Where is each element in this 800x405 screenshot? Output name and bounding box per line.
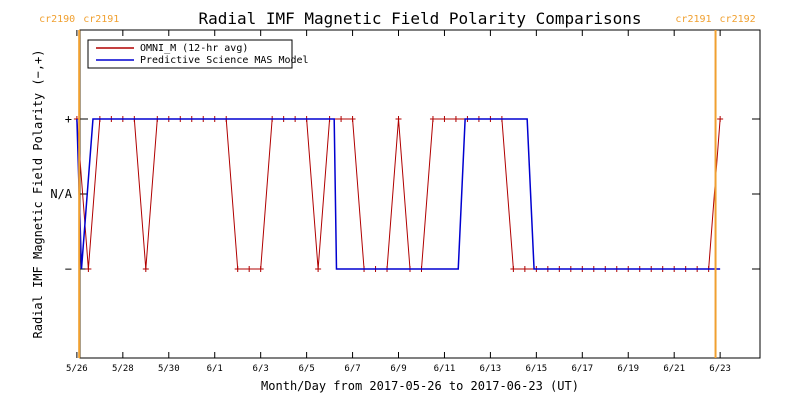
data-point (717, 116, 724, 122)
x-tick-label: 6/11 (434, 364, 456, 374)
chart-title: Radial IMF Magnetic Field Polarity Compa… (198, 9, 641, 28)
legend-label-model: Predictive Science MAS Model (140, 55, 309, 66)
x-tick-label: 6/5 (298, 364, 314, 374)
data-point (234, 266, 241, 272)
x-tick-label: 5/28 (112, 364, 134, 374)
legend-label-omni: OMNI_M (12-hr avg) (140, 43, 248, 54)
data-point (315, 266, 322, 272)
cr-labels: cr2190 cr2191 cr2191 cr2192 (39, 14, 756, 25)
x-tick-label: 5/26 (66, 364, 88, 374)
data-point (452, 116, 459, 122)
x-tick-label: 6/7 (344, 364, 360, 374)
x-tick-label: 6/3 (253, 364, 269, 374)
x-tick-label: 6/19 (617, 364, 639, 374)
series-line-omni (76, 118, 721, 270)
y-tick-label: N/A (50, 187, 72, 201)
data-point (521, 266, 528, 272)
data-point (429, 116, 436, 122)
x-tick-label: 6/21 (663, 364, 685, 374)
y-tick-label: − (65, 262, 72, 276)
x-tick-label: 6/23 (709, 364, 731, 374)
x-tick-label: 6/17 (571, 364, 593, 374)
series-layer (73, 116, 724, 272)
data-point (441, 116, 448, 122)
cr-label-left: cr2190 (39, 14, 75, 25)
data-point (349, 116, 356, 122)
plot-area (79, 29, 761, 359)
data-point (246, 266, 253, 272)
vertical-markers (78, 30, 717, 358)
x-axis-label: Month/Day from 2017-05-26 to 2017-06-23 … (261, 379, 579, 393)
data-point (85, 266, 92, 272)
legend-box (87, 39, 293, 69)
y-tick-label: + (65, 112, 72, 126)
y-axis-label: Radial IMF Magnetic Field Polarity (−,+) (31, 50, 45, 339)
data-point (338, 116, 345, 122)
data-point (257, 266, 264, 272)
x-tick-label: 5/30 (158, 364, 180, 374)
cr-label-right: cr2192 (720, 14, 756, 25)
x-tick-label: 6/13 (480, 364, 502, 374)
x-axis: 5/26 5/28 5/30 6/1 6/3 6/5 6/7 6/9 6/11 6/13 6/15 6… (66, 30, 731, 374)
data-point (395, 116, 402, 122)
y-axis: + N/A − (50, 112, 760, 276)
x-tick-label: 6/9 (390, 364, 406, 374)
cr-label-right: cr2191 (83, 14, 119, 25)
cr-label-left: cr2191 (675, 14, 711, 25)
data-point (142, 266, 149, 272)
x-tick-label: 6/1 (207, 364, 223, 374)
data-point (510, 266, 517, 272)
legend: OMNI_M (12-hr avg) Predictive Science MA… (87, 39, 309, 69)
series-line-model (76, 118, 721, 270)
x-tick-label: 6/15 (526, 364, 548, 374)
